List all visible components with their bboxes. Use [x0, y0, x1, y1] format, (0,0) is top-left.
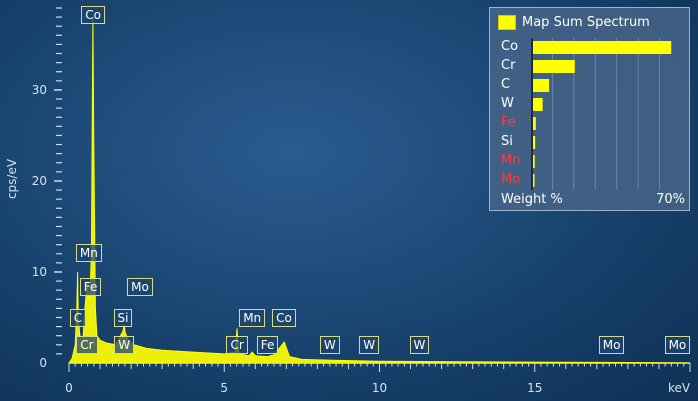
weight-bar [533, 98, 543, 111]
weight-bar [533, 60, 575, 73]
peak-label: Co [272, 309, 296, 327]
x-tick-label: 5 [220, 381, 228, 395]
weight-bar [533, 79, 550, 92]
legend-row: Mo [490, 171, 689, 190]
legend-x-label: Weight % [501, 192, 563, 207]
legend-element-name: Mo [501, 172, 521, 187]
legend-title: Map Sum Spectrum [522, 15, 650, 30]
peak-label: Mo [127, 278, 153, 296]
peak-label: Cr [76, 336, 98, 354]
legend-row: C [490, 76, 689, 95]
legend-element-name: Co [501, 39, 519, 54]
y-tick-label: 20 [32, 174, 47, 188]
legend-element-name: W [501, 96, 514, 111]
weight-bar [533, 117, 536, 130]
legend-footer: Weight % 70% [501, 192, 687, 207]
y-axis-label: cps/eV [5, 158, 20, 200]
x-tick-label: 10 [372, 381, 387, 395]
peak-label: Mo [664, 336, 691, 354]
legend-panel: Map Sum Spectrum Co Cr C W Fe Si Mn Mo Weight %… [489, 7, 690, 211]
weight-bar-chart [531, 38, 672, 190]
peak-label: Cr [226, 336, 248, 354]
legend-element-name: C [501, 77, 511, 92]
peak-label: Fe [256, 336, 279, 354]
x-tick-label: 15 [527, 381, 542, 395]
legend-element-name: Mn [501, 153, 521, 168]
y-tick-label: 0 [39, 356, 47, 370]
legend-swatch [498, 15, 516, 30]
peak-label: W [114, 336, 135, 354]
weight-bar [533, 155, 535, 168]
peak-label: Si [113, 309, 133, 327]
legend-row: Co [490, 38, 689, 57]
x-axis-label: keV [668, 381, 691, 395]
peak-label: C [69, 309, 87, 327]
peak-label: Mo [598, 336, 625, 354]
peak-label: W [319, 336, 340, 354]
x-tick-label: 0 [65, 381, 73, 395]
legend-row: Cr [490, 57, 689, 76]
legend-x-max-label: 70% [656, 192, 685, 207]
legend-element-name: Si [501, 134, 513, 149]
peak-label: Mn [239, 309, 266, 327]
y-tick-label: 10 [32, 265, 47, 279]
legend-row: W [490, 95, 689, 114]
peak-label: Fe [79, 278, 102, 296]
legend-element-name: Cr [501, 58, 516, 73]
peak-label: Mn [75, 244, 102, 262]
peak-label: Co [81, 6, 105, 24]
weight-bar [533, 174, 535, 187]
legend-element-name: Fe [501, 115, 516, 130]
weight-bar [533, 41, 672, 54]
legend-row: Mn [490, 152, 689, 171]
weight-bar [533, 136, 536, 149]
y-tick-label: 30 [32, 83, 47, 97]
peak-label: W [359, 336, 380, 354]
legend-row: Si [490, 133, 689, 152]
legend-row: Fe [490, 114, 689, 133]
peak-label: W [409, 336, 430, 354]
